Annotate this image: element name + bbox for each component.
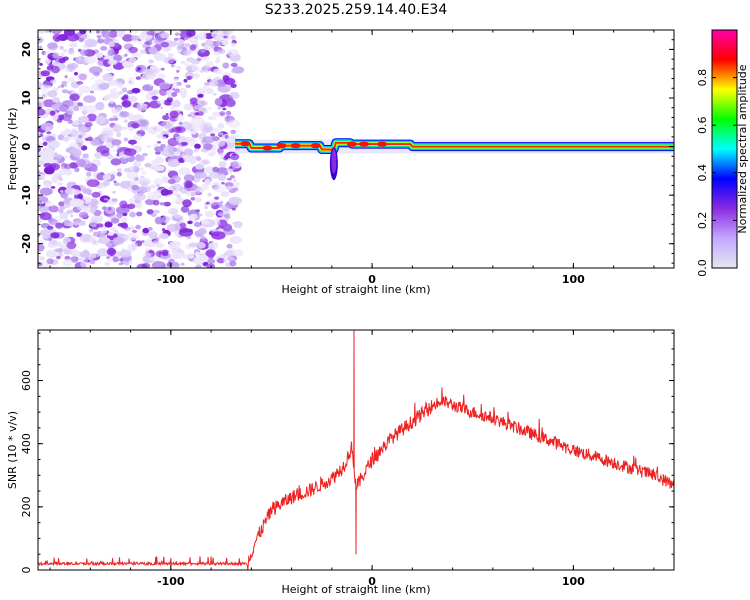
snr-series-line (38, 330, 674, 570)
colorbar-gradient (711, 29, 738, 269)
snr-xlabel: Height of straight line (km) (281, 583, 430, 596)
snr-ytick-label: 0 (20, 567, 33, 574)
spectrogram-ytick-label: -10 (20, 185, 33, 205)
colorbar-label: Normalized spectral amplitude (736, 64, 749, 233)
spectrogram-plot (38, 30, 674, 268)
spectrogram-xtick-label: -100 (157, 273, 185, 286)
snr-ylabel: SNR (10 * v/v) (6, 411, 19, 489)
snr-ytick-label: 600 (20, 370, 33, 391)
colorbar-tick-label: 0.2 (696, 212, 709, 230)
spectrogram-frame (37, 29, 675, 269)
snr-ytick-label: 400 (20, 433, 33, 454)
carrier-band (232, 138, 674, 181)
colorbar-ticks: 0.0 0.2 0.4 0.6 0.8 (696, 69, 737, 277)
colorbar-tick-label: 0.4 (696, 164, 709, 182)
colorbar-tick-label: 0.8 (696, 69, 709, 87)
spectrogram-ylabel: Frequency (Hz) (6, 108, 19, 191)
spectrogram-ytick-label: -20 (20, 233, 33, 253)
noise-speckles (38, 30, 245, 268)
spectrogram-xlabel: Height of straight line (km) (281, 283, 430, 296)
spectrogram-ytick-label: 20 (20, 41, 33, 57)
snr-frame (37, 329, 675, 571)
snr-ticks: -100 0 100 0 200 400 600 (20, 330, 674, 588)
snr-xtick-label: -100 (157, 575, 185, 588)
snr-ytick-label: 200 (20, 496, 33, 517)
colorbar-tick-label: 0.0 (696, 259, 709, 277)
colorbar: 0.0 0.2 0.4 0.6 0.8 Normalized spectral ampl… (696, 29, 749, 277)
colorbar-tick-label: 0.6 (696, 116, 709, 134)
chart-title: S233.2025.259.14.40.E34 (265, 2, 448, 18)
spectrogram-xtick-label: 0 (368, 273, 376, 286)
spectrogram-xtick-label: 100 (562, 273, 585, 286)
spectrogram-ytick-label: 10 (20, 90, 33, 106)
spectrogram-ytick-label: 0 (20, 142, 33, 150)
snr-xtick-label: 0 (368, 575, 376, 588)
snr-panel: -100 0 100 0 200 400 600 Height of straight li… (6, 329, 675, 596)
snr-plot (38, 330, 674, 570)
snr-xtick-label: 100 (562, 575, 585, 588)
